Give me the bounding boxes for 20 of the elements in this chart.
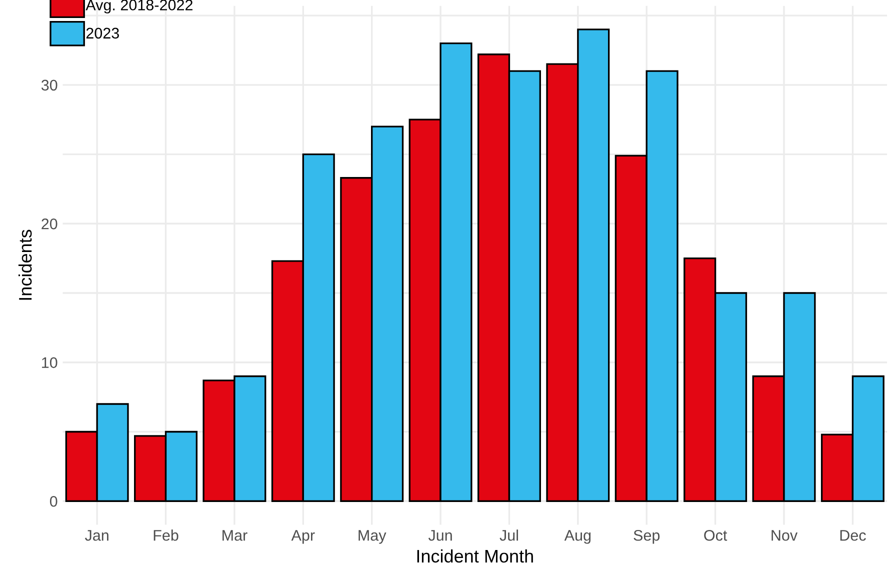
x-tick-label: Jan — [84, 530, 108, 541]
y-tick-label: 20 — [42, 218, 58, 230]
y-tick-label: 30 — [41, 80, 58, 91]
legend-label: 2023 — [86, 28, 119, 39]
x-tick-label: Apr — [291, 530, 315, 544]
x-tick-label: Mar — [222, 530, 248, 541]
x-tick-label: Dec — [840, 530, 866, 541]
x-tick-label: Jul — [500, 530, 518, 541]
x-tick-label: Jun — [428, 530, 452, 541]
x-tick-label: Nov — [772, 530, 798, 541]
y-axis-title: Incidents — [18, 230, 32, 300]
legend-label: Avg. 2018-2022 — [86, 0, 192, 14]
x-tick-label: Oct — [704, 530, 728, 541]
x-tick-label: May — [358, 530, 386, 544]
x-tick-label: Feb — [154, 530, 178, 541]
y-tick-label: 10 — [42, 357, 58, 368]
x-tick-label: Aug — [564, 530, 591, 544]
x-tick-label: Sep — [634, 530, 660, 544]
x-axis-title: Incident Month — [417, 549, 533, 563]
y-tick-label: 0 — [50, 496, 58, 507]
